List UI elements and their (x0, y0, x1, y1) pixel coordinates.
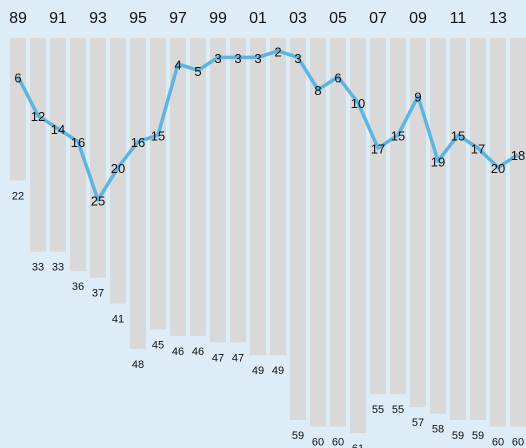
bar (290, 38, 306, 421)
bar-label: 60 (512, 436, 524, 448)
x-tick-label: 11 (450, 10, 467, 27)
bar (170, 38, 186, 336)
line-label: 5 (194, 64, 201, 79)
bar (470, 38, 486, 421)
bar (210, 38, 226, 343)
bar (230, 38, 246, 343)
line-label: 9 (414, 90, 421, 105)
bar-label: 41 (112, 313, 124, 325)
bar-label: 59 (472, 430, 484, 442)
line-label: 10 (351, 96, 365, 111)
bar (430, 38, 446, 414)
bar-label: 48 (132, 359, 144, 371)
line-label: 3 (214, 51, 221, 66)
bar-label: 61 (352, 443, 364, 448)
line-label: 3 (254, 51, 261, 66)
line (16, 49, 519, 202)
x-tick-label: 09 (409, 10, 427, 27)
line-label: 14 (51, 122, 65, 137)
line-label: 6 (14, 70, 21, 85)
bar-label: 22 (12, 190, 24, 202)
bar (330, 38, 346, 427)
bar-label: 59 (452, 430, 464, 442)
line-label: 8 (314, 83, 321, 98)
bar-label: 33 (32, 262, 44, 274)
line-label: 15 (151, 129, 165, 144)
line-label: 4 (174, 57, 181, 72)
line-label: 16 (131, 135, 145, 150)
bar-label: 60 (492, 436, 504, 448)
x-tick-label: 01 (249, 10, 267, 27)
bar (410, 38, 426, 408)
bar-label: 55 (372, 404, 384, 416)
x-tick-label: 97 (169, 10, 187, 27)
line-label: 19 (431, 154, 445, 169)
bar (250, 38, 266, 356)
bar-label: 55 (392, 404, 404, 416)
bar (310, 38, 326, 427)
line-label: 20 (111, 161, 125, 176)
bar (350, 38, 366, 434)
bar-label: 47 (212, 352, 224, 364)
bar-label: 59 (292, 430, 304, 442)
bar-label: 36 (72, 281, 84, 293)
x-tick-label: 13 (489, 10, 507, 27)
x-tick-label: 03 (289, 10, 307, 27)
x-tick-label: 91 (49, 10, 67, 27)
line-label: 6 (334, 70, 341, 85)
line-label: 2 (274, 44, 281, 59)
bar (70, 38, 86, 272)
bar (270, 38, 286, 356)
bar-label: 49 (272, 365, 284, 377)
bar (510, 38, 526, 427)
line-label: 15 (391, 129, 405, 144)
bar-label: 33 (52, 262, 64, 274)
line-label: 3 (234, 51, 241, 66)
bar (450, 38, 466, 421)
x-tick-label: 89 (9, 10, 27, 27)
bar-label: 60 (332, 436, 344, 448)
bar-label: 46 (192, 346, 204, 358)
bar (370, 38, 386, 395)
line-label: 17 (371, 142, 385, 157)
line-label: 25 (91, 193, 105, 208)
bar (130, 38, 146, 349)
bar (50, 38, 66, 252)
x-tick-label: 07 (369, 10, 387, 27)
bar-label: 58 (432, 424, 444, 436)
bar (90, 38, 106, 278)
x-tick-label: 05 (329, 10, 347, 27)
bar-label: 37 (92, 288, 104, 300)
x-tick-label: 95 (129, 10, 147, 27)
bar-label: 45 (152, 339, 164, 351)
line-label: 15 (451, 129, 465, 144)
bar-label: 46 (172, 346, 184, 358)
bar (30, 38, 46, 252)
line-label: 17 (471, 142, 485, 157)
x-tick-label: 93 (89, 10, 107, 27)
bar (490, 38, 506, 427)
bar-label: 47 (232, 352, 244, 364)
line-label: 3 (294, 51, 301, 66)
bar (10, 38, 26, 181)
x-tick-label: 99 (209, 10, 227, 27)
line-label: 12 (31, 109, 45, 124)
line-label: 16 (71, 135, 85, 150)
line-label: 18 (511, 148, 525, 163)
bar (150, 38, 166, 330)
line-label: 20 (491, 161, 505, 176)
bar-label: 60 (312, 436, 324, 448)
bar-label: 49 (252, 365, 264, 377)
bar-label: 57 (412, 417, 424, 429)
bar (190, 38, 206, 336)
bar (390, 38, 406, 395)
